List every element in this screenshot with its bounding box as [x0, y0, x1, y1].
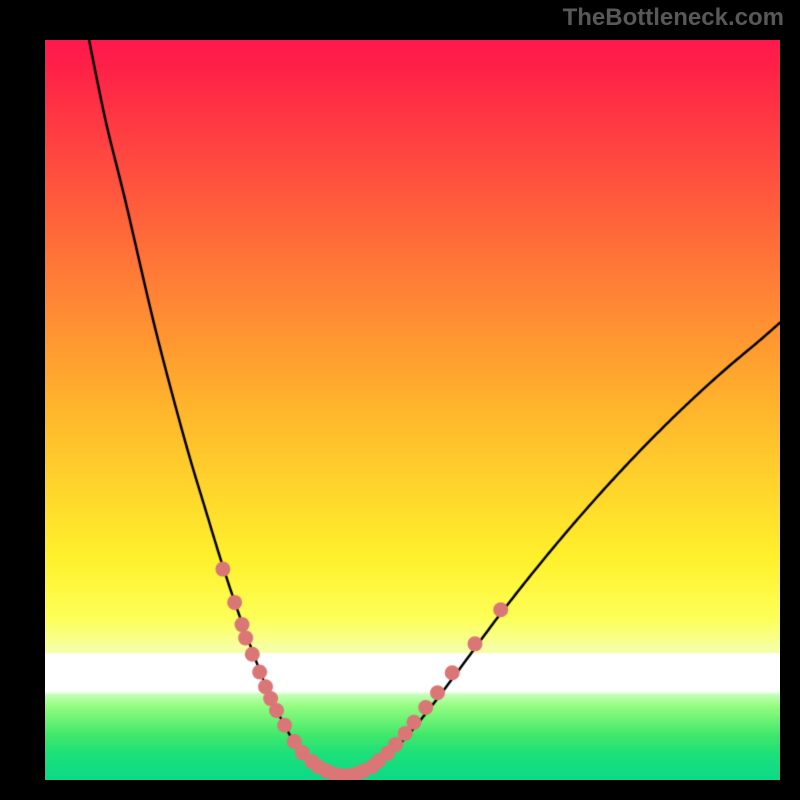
plot-canvas — [45, 40, 780, 780]
chart-stage: TheBottleneck.com — [0, 0, 800, 800]
plot-area — [45, 40, 780, 780]
watermark-label: TheBottleneck.com — [563, 4, 784, 32]
